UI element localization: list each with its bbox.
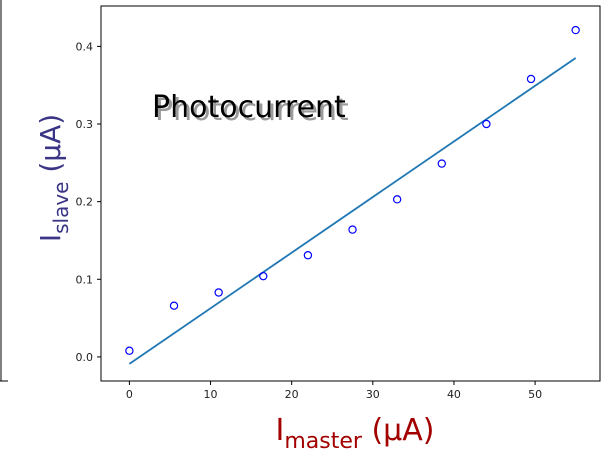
y-label-unit: (μA)	[34, 114, 67, 182]
data-point	[259, 271, 268, 281]
data-points	[125, 25, 580, 355]
y-tick-label: 0.0	[76, 351, 94, 364]
plot-frame	[100, 5, 601, 382]
x-label-sub: master	[284, 429, 363, 454]
y-axis-label: Islave (μA)	[34, 114, 73, 242]
y-label-main: I	[34, 234, 67, 242]
data-point	[526, 74, 536, 84]
data-point	[303, 251, 313, 260]
x-tick-label: 40	[447, 388, 461, 401]
data-point	[482, 119, 491, 129]
svg-text:Islave (μA): Islave (μA)	[34, 114, 73, 242]
x-tick-label: 30	[366, 388, 380, 401]
data-point	[169, 301, 179, 310]
y-tick-label: 0.4	[76, 40, 94, 53]
x-tick-label: 10	[204, 388, 218, 401]
data-point	[571, 25, 580, 35]
x-tick-label: 50	[528, 388, 542, 401]
y-tick-label: 0.1	[76, 273, 94, 286]
ticks: 0 10 20 30 40 50 0.0 0.1 0.2 0.3 0.4	[76, 40, 543, 401]
x-label-main: I	[275, 413, 284, 448]
y-tick-label: 0.3	[76, 118, 94, 131]
annotation-shadow: Photocurrent	[155, 93, 349, 128]
data-point	[125, 346, 134, 355]
y-tick-label: 0.2	[76, 196, 94, 209]
x-axis-label: Imaster (μA)	[275, 413, 434, 454]
x-tick-label: 20	[285, 388, 299, 401]
data-point	[214, 288, 223, 297]
fit-line	[128, 57, 577, 365]
x-tick-label: 0	[126, 388, 133, 401]
data-point	[392, 195, 402, 204]
y-label-sub: slave	[49, 182, 73, 234]
x-label-unit: (μA)	[362, 413, 435, 448]
data-point	[437, 159, 446, 168]
fit-line-group	[128, 57, 577, 365]
data-point	[348, 225, 357, 234]
annotation-text: Photocurrent	[152, 90, 346, 125]
